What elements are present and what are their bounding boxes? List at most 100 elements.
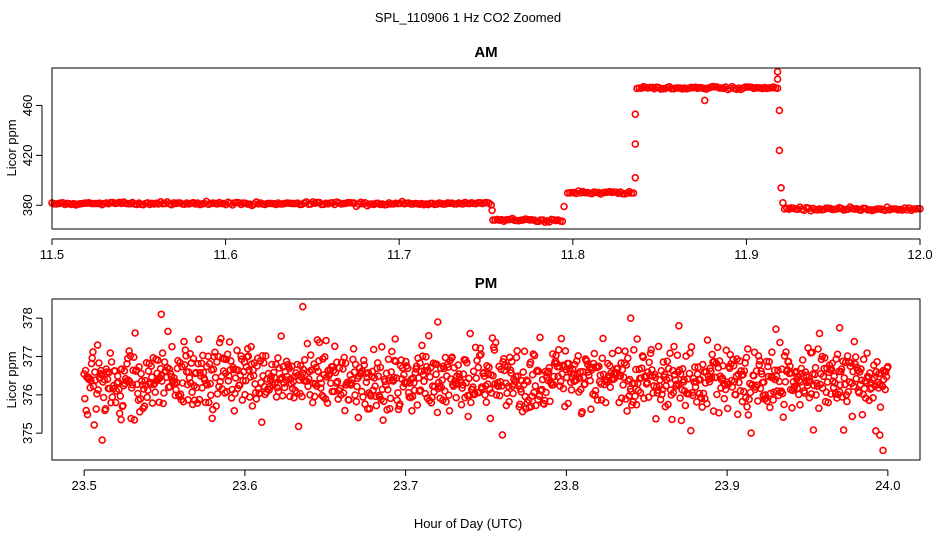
pm-data-point <box>863 349 871 357</box>
pm-data-point <box>347 379 356 387</box>
pm-data-point <box>666 349 674 358</box>
am-y-tick-label: 460 <box>20 95 35 117</box>
pm-data-point <box>743 345 752 353</box>
pm-data-point <box>637 364 646 373</box>
pm-data-point <box>93 389 101 398</box>
pm-data-point <box>452 393 461 402</box>
pm-data-point <box>330 342 339 351</box>
am-data-point <box>773 84 782 92</box>
pm-data-point <box>576 385 585 394</box>
pm-data-point <box>812 391 820 399</box>
pm-panel: PM Licor ppm 23.5 23.6 23.7 23.8 23.9 24.0 375… <box>4 275 921 493</box>
pm-data-point <box>111 398 120 407</box>
pm-data-point <box>882 372 891 381</box>
pm-data-point <box>722 346 731 355</box>
pm-data-point <box>764 362 772 371</box>
pm-data-point <box>658 390 666 399</box>
pm-data-point <box>261 352 270 360</box>
pm-data-point <box>620 359 629 367</box>
pm-data-point <box>678 364 687 373</box>
pm-data-point <box>755 360 764 369</box>
pm-data-point <box>293 360 302 369</box>
pm-data-point <box>189 354 198 363</box>
pm-data-point <box>413 401 422 409</box>
am-axes: 11.5 11.6 11.7 11.8 11.9 12.0 380 420 460 <box>20 95 933 262</box>
pm-data-point <box>320 353 329 361</box>
pm-data-point <box>552 351 560 360</box>
pm-data-point <box>780 400 788 409</box>
pm-data-point <box>627 387 635 396</box>
pm-data-point <box>595 362 603 371</box>
pm-data-point <box>160 389 168 397</box>
pm-data-point <box>811 363 820 372</box>
pm-data-point <box>208 414 216 423</box>
pm-data-point <box>379 416 387 425</box>
pm-data-point <box>402 357 410 366</box>
pm-data-point <box>614 346 623 355</box>
pm-data-point <box>249 371 258 380</box>
pm-data-point <box>629 346 638 354</box>
pm-data-point <box>778 389 787 398</box>
am-data-point <box>558 217 567 226</box>
pm-data-point <box>645 358 654 367</box>
pm-data-point <box>507 357 516 366</box>
pm-data-point <box>819 372 828 381</box>
pm-data-point <box>298 392 306 401</box>
pm-data-point <box>619 373 628 382</box>
pm-data-point <box>513 372 522 381</box>
pm-data-point <box>144 386 152 395</box>
pm-data-point <box>805 393 814 402</box>
pm-data-point <box>574 352 583 360</box>
pm-data-point <box>857 365 865 373</box>
pm-data-point <box>707 367 715 376</box>
am-data-point <box>488 206 496 215</box>
pm-data-point <box>703 399 711 408</box>
pm-data-point <box>832 355 841 363</box>
pm-x-tick-label: 23.7 <box>393 478 418 493</box>
pm-data-point <box>509 389 517 398</box>
am-data-points <box>48 67 924 226</box>
pm-data-point <box>639 353 648 362</box>
am-plot-frame <box>51 67 921 230</box>
pm-data-point <box>550 372 558 381</box>
pm-data-point <box>843 352 852 360</box>
pm-data-point <box>384 355 393 364</box>
pm-data-point <box>158 349 167 357</box>
figure-title: SPL_110906 1 Hz CO2 Zoomed <box>375 10 561 25</box>
pm-data-point <box>114 378 123 386</box>
pm-data-point <box>201 398 210 407</box>
pm-data-point <box>164 327 172 336</box>
pm-data-point <box>884 362 892 371</box>
pm-data-point <box>377 342 386 351</box>
pm-data-point <box>418 341 426 350</box>
pm-data-point <box>432 360 441 369</box>
pm-data-point <box>95 359 103 367</box>
pm-data-point <box>529 350 538 358</box>
pm-data-point <box>485 385 494 394</box>
pm-data-point <box>341 406 349 415</box>
pm-data-point <box>130 353 138 362</box>
pm-data-point <box>471 343 480 352</box>
pm-data-point <box>298 302 307 311</box>
pm-data-point <box>482 398 491 407</box>
pm-data-point <box>743 402 751 411</box>
pm-data-point <box>432 370 440 379</box>
pm-data-point <box>282 376 290 384</box>
pm-data-point <box>540 400 548 408</box>
pm-data-point <box>613 364 622 373</box>
pm-data-point <box>354 413 363 422</box>
pm-data-point <box>839 426 848 434</box>
pm-data-point <box>587 405 595 414</box>
pm-data-point <box>631 392 639 401</box>
pm-data-point <box>265 386 274 394</box>
pm-data-point <box>464 412 473 421</box>
pm-data-point <box>698 403 707 411</box>
pm-data-point <box>873 357 881 366</box>
pm-data-point <box>248 402 257 410</box>
pm-data-point <box>564 399 572 408</box>
pm-data-point <box>310 392 319 401</box>
am-x-tick-label: 11.6 <box>213 247 237 262</box>
pm-data-point <box>536 333 544 342</box>
pm-data-point <box>258 351 267 360</box>
pm-data-point <box>376 363 385 372</box>
